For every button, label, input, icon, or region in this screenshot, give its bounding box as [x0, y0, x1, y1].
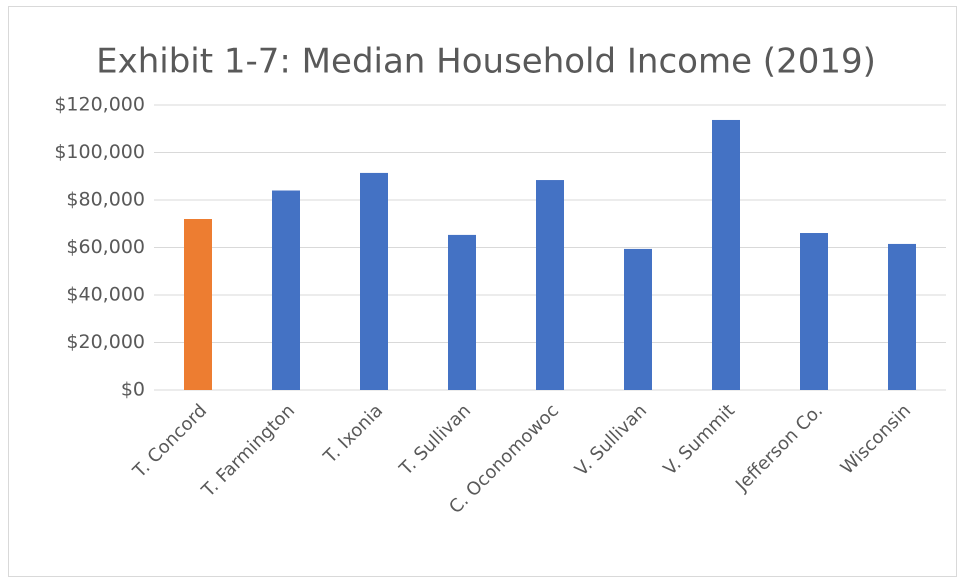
- bar: [800, 233, 828, 390]
- y-tick-label: $60,000: [66, 236, 145, 258]
- y-tick-label: $80,000: [66, 189, 145, 211]
- bar: [272, 190, 300, 390]
- bar: [448, 234, 476, 390]
- bar: [888, 243, 916, 390]
- bar: [624, 248, 652, 390]
- bar: [360, 172, 388, 390]
- bar: [184, 219, 212, 390]
- bar: [536, 180, 564, 390]
- y-tick-label: $20,000: [66, 331, 145, 353]
- bar: [712, 119, 740, 391]
- y-tick-label: $40,000: [66, 284, 145, 306]
- y-tick-label: $0: [121, 379, 145, 401]
- y-tick-label: $120,000: [54, 94, 145, 116]
- chart-border: [8, 6, 957, 577]
- chart-title: Exhibit 1-7: Median Household Income (20…: [96, 42, 876, 82]
- y-tick-label: $100,000: [54, 141, 145, 163]
